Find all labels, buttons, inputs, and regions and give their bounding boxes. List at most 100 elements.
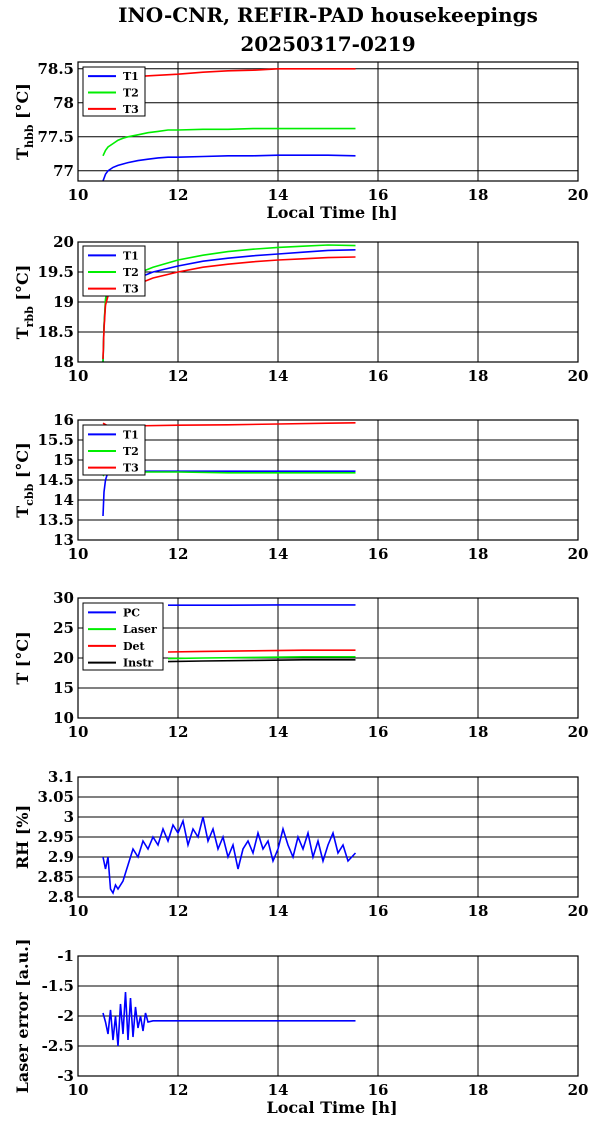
- y-tick-label: 30: [53, 589, 74, 607]
- y-tick-label: 18: [53, 353, 74, 371]
- x-tick-label: 16: [368, 545, 389, 563]
- legend: T1 T2 T3: [82, 66, 146, 117]
- y-tick-label: 2.95: [37, 828, 74, 846]
- y-axis-label: Trbb [°C]: [13, 265, 36, 340]
- y-tick-label: 2.85: [37, 868, 74, 886]
- series-line-det: [167, 649, 356, 653]
- y-axis-label-unit: [°C]: [13, 631, 32, 672]
- legend-label-t1: T1: [123, 428, 139, 441]
- y-axis-label: Laser error [a.u.]: [13, 939, 32, 1094]
- x-tick-label: 12: [168, 545, 189, 563]
- x-tick-label: 16: [368, 367, 389, 385]
- series-line-t3: [102, 256, 356, 360]
- y-tick-label: 15: [53, 679, 74, 697]
- y-tick-label: 2.9: [48, 848, 74, 866]
- legend-label-t2: T2: [123, 445, 139, 458]
- y-tick-label: 3.05: [37, 788, 74, 806]
- x-tick-label: 12: [168, 367, 189, 385]
- x-tick-label: 10: [68, 902, 89, 920]
- panel-cbb: 10 12 14 16 18 20 13 13.5 14 14.5 15 15.5 16 Tcbb [°C…: [13, 411, 588, 563]
- y-tick-label: 15.5: [37, 431, 74, 449]
- y-tick-label: 77: [53, 162, 74, 180]
- y-tick-label: 25: [53, 619, 74, 637]
- plot-frame: [77, 776, 579, 898]
- x-tick-label: 12: [168, 723, 189, 741]
- x-tick-label: 20: [568, 186, 589, 204]
- y-axis-label-unit: [°C]: [13, 83, 32, 124]
- y-axis-label-unit: [°C]: [13, 265, 32, 306]
- series-line-t1: [102, 470, 356, 517]
- legend-label-t3: T3: [123, 103, 139, 116]
- y-axis-label-main: RH [%]: [13, 805, 32, 869]
- plot-frame: [77, 61, 579, 182]
- y-axis-label: T [°C]: [13, 631, 32, 684]
- y-tick-label: 20: [53, 649, 74, 667]
- series-line-laser: [167, 655, 356, 660]
- y-tick-label: 3.1: [48, 768, 74, 786]
- y-axis-label: Tcbb [°C]: [13, 442, 36, 517]
- legend-label-t2: T2: [123, 87, 139, 100]
- legend: T1 T2 T3: [82, 245, 146, 297]
- legend: PC Laser Det Instr: [82, 602, 164, 671]
- x-tick-label: 18: [468, 1081, 489, 1099]
- y-tick-label: 78.5: [37, 60, 74, 78]
- x-tick-label: 12: [168, 902, 189, 920]
- legend-label-pc: PC: [123, 606, 140, 619]
- x-tick-label: 16: [368, 902, 389, 920]
- y-axis-label-main: T: [13, 506, 32, 518]
- y-tick-label: 14.5: [37, 471, 74, 489]
- x-tick-label: 10: [68, 186, 89, 204]
- y-tick-label: -2.5: [42, 1037, 74, 1055]
- x-tick-label: 10: [68, 367, 89, 385]
- figure-title-line2: 20250317-0219: [240, 32, 415, 56]
- x-tick-label: 18: [468, 902, 489, 920]
- legend-box: [82, 602, 164, 671]
- x-tick-label: 20: [568, 1081, 589, 1099]
- plot-frame: [77, 419, 579, 541]
- y-tick-label: -1: [57, 947, 74, 965]
- legend: T1 T2 T3: [82, 424, 146, 476]
- x-tick-label: 12: [168, 1081, 189, 1099]
- x-tick-label: 10: [68, 723, 89, 741]
- y-tick-label: 10: [53, 709, 74, 727]
- x-tick-label: 18: [468, 545, 489, 563]
- y-tick-label: 16: [53, 411, 74, 429]
- panel-rh: 10 12 14 16 18 20 2.8 2.85 2.9 2.95 3 3.05 3.1 RH [%]: [13, 768, 588, 920]
- x-axis-label: Local Time [h]: [266, 203, 397, 222]
- legend-label-t2: T2: [123, 266, 139, 279]
- x-axis-label: Local Time [h]: [266, 1098, 397, 1117]
- y-tick-label: 14: [53, 491, 74, 509]
- y-tick-label: 19.5: [37, 263, 74, 281]
- panel-laser: 10 12 14 16 18 20 -3 -2.5 -2 -1.5 -1 Local Time [h]…: [13, 939, 588, 1117]
- series-line-instr: [167, 658, 356, 663]
- plot-frame: [77, 597, 579, 719]
- legend-label-t1: T1: [123, 249, 139, 262]
- legend-label-det: Det: [123, 640, 146, 653]
- x-tick-label: 18: [468, 367, 489, 385]
- x-tick-label: 10: [68, 545, 89, 563]
- y-tick-label: 2.8: [48, 888, 74, 906]
- plot-frame: [77, 241, 579, 363]
- x-tick-label: 14: [268, 723, 289, 741]
- x-tick-label: 14: [268, 545, 289, 563]
- x-tick-label: 14: [268, 367, 289, 385]
- y-tick-label: -1.5: [42, 977, 74, 995]
- y-tick-label: 19: [53, 293, 74, 311]
- y-tick-label: -3: [57, 1067, 74, 1085]
- plot-frame: [77, 955, 579, 1077]
- panel-hbb: 10 12 14 16 18 20 77 77.5 78 78.5 Local Time [h] Th…: [13, 60, 588, 222]
- y-tick-label: 13: [53, 531, 74, 549]
- x-tick-label: 20: [568, 723, 589, 741]
- x-tick-label: 16: [368, 1081, 389, 1099]
- y-axis-label-unit: [°C]: [13, 442, 32, 483]
- x-tick-label: 14: [268, 1081, 289, 1099]
- x-tick-label: 12: [168, 186, 189, 204]
- y-axis-label: Thbb [°C]: [13, 83, 36, 160]
- x-tick-label: 18: [468, 186, 489, 204]
- y-tick-label: 78: [53, 94, 74, 112]
- x-tick-label: 16: [368, 723, 389, 741]
- y-tick-label: 3: [64, 808, 74, 826]
- panel-temps: 10 12 14 16 18 20 10 15 20 25 30 T [°C] PC Laser Det In…: [13, 589, 588, 741]
